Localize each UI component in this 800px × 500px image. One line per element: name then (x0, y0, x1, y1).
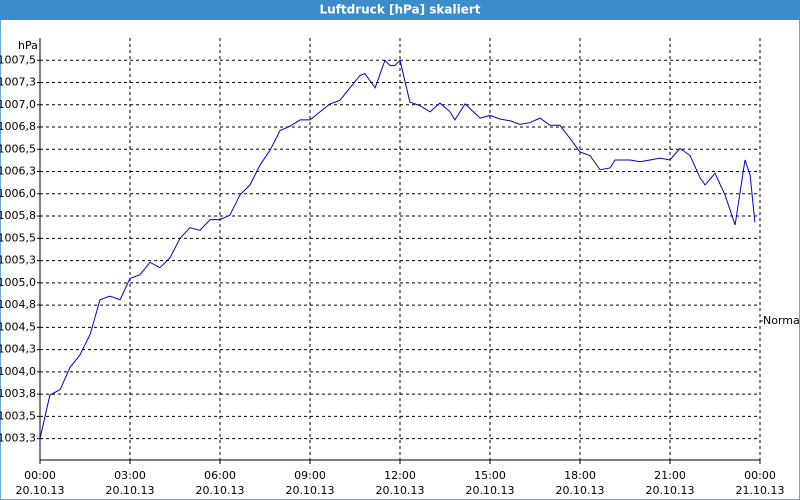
y-tick-label: 1007,0 (0, 98, 36, 111)
y-tick-label: 1003,5 (0, 409, 36, 422)
y-tick-label: 1004,3 (0, 343, 36, 356)
x-tick-date: 20.10.13 (196, 484, 245, 497)
x-tick-label: 15:00 (474, 469, 506, 482)
y-tick-label: 1003,8 (0, 387, 36, 400)
x-tick-date: 20.10.13 (106, 484, 155, 497)
y-tick-label: 1006,8 (0, 120, 36, 133)
y-tick-label: 1006,5 (0, 142, 36, 155)
y-tick-label: 1005,5 (0, 231, 36, 244)
y-tick-label: 1004,0 (0, 365, 36, 378)
x-tick-label: 03:00 (114, 469, 146, 482)
x-tick-date: 20.10.13 (16, 484, 65, 497)
chart-title: Luftdruck [hPa] skaliert (320, 3, 481, 17)
y-tick-label: 1005,3 (0, 254, 36, 267)
y-tick-label: 1004,8 (0, 298, 36, 311)
x-tick-label: 06:00 (204, 469, 236, 482)
x-tick-date: 20.10.13 (466, 484, 515, 497)
x-tick-label: 00:00 (24, 469, 56, 482)
x-tick-date: 20.10.13 (376, 484, 425, 497)
x-tick-date: 20.10.13 (646, 484, 695, 497)
x-tick-date: 21.10.13 (736, 484, 785, 497)
y-tick-label: 1007,5 (0, 53, 36, 66)
y-axis-label: hPa (18, 39, 38, 52)
y-tick-label: 1005,8 (0, 209, 36, 222)
x-tick-label: 21:00 (654, 469, 686, 482)
x-tick-label: 09:00 (294, 469, 326, 482)
x-tick-date: 20.10.13 (286, 484, 335, 497)
x-tick-date: 20.10.13 (556, 484, 605, 497)
y-tick-label: 1007,3 (0, 76, 36, 89)
x-tick-label: 00:00 (744, 469, 776, 482)
y-tick-label: 1005,0 (0, 276, 36, 289)
title-bar (0, 0, 800, 20)
x-tick-label: 12:00 (384, 469, 416, 482)
y-tick-label: 1006,3 (0, 165, 36, 178)
legend-label: Normal (763, 314, 800, 327)
y-tick-label: 1003,3 (0, 432, 36, 445)
y-tick-label: 1006,0 (0, 187, 36, 200)
data-line (39, 59, 756, 439)
y-tick-label: 1004,5 (0, 320, 36, 333)
x-tick-label: 18:00 (564, 469, 596, 482)
